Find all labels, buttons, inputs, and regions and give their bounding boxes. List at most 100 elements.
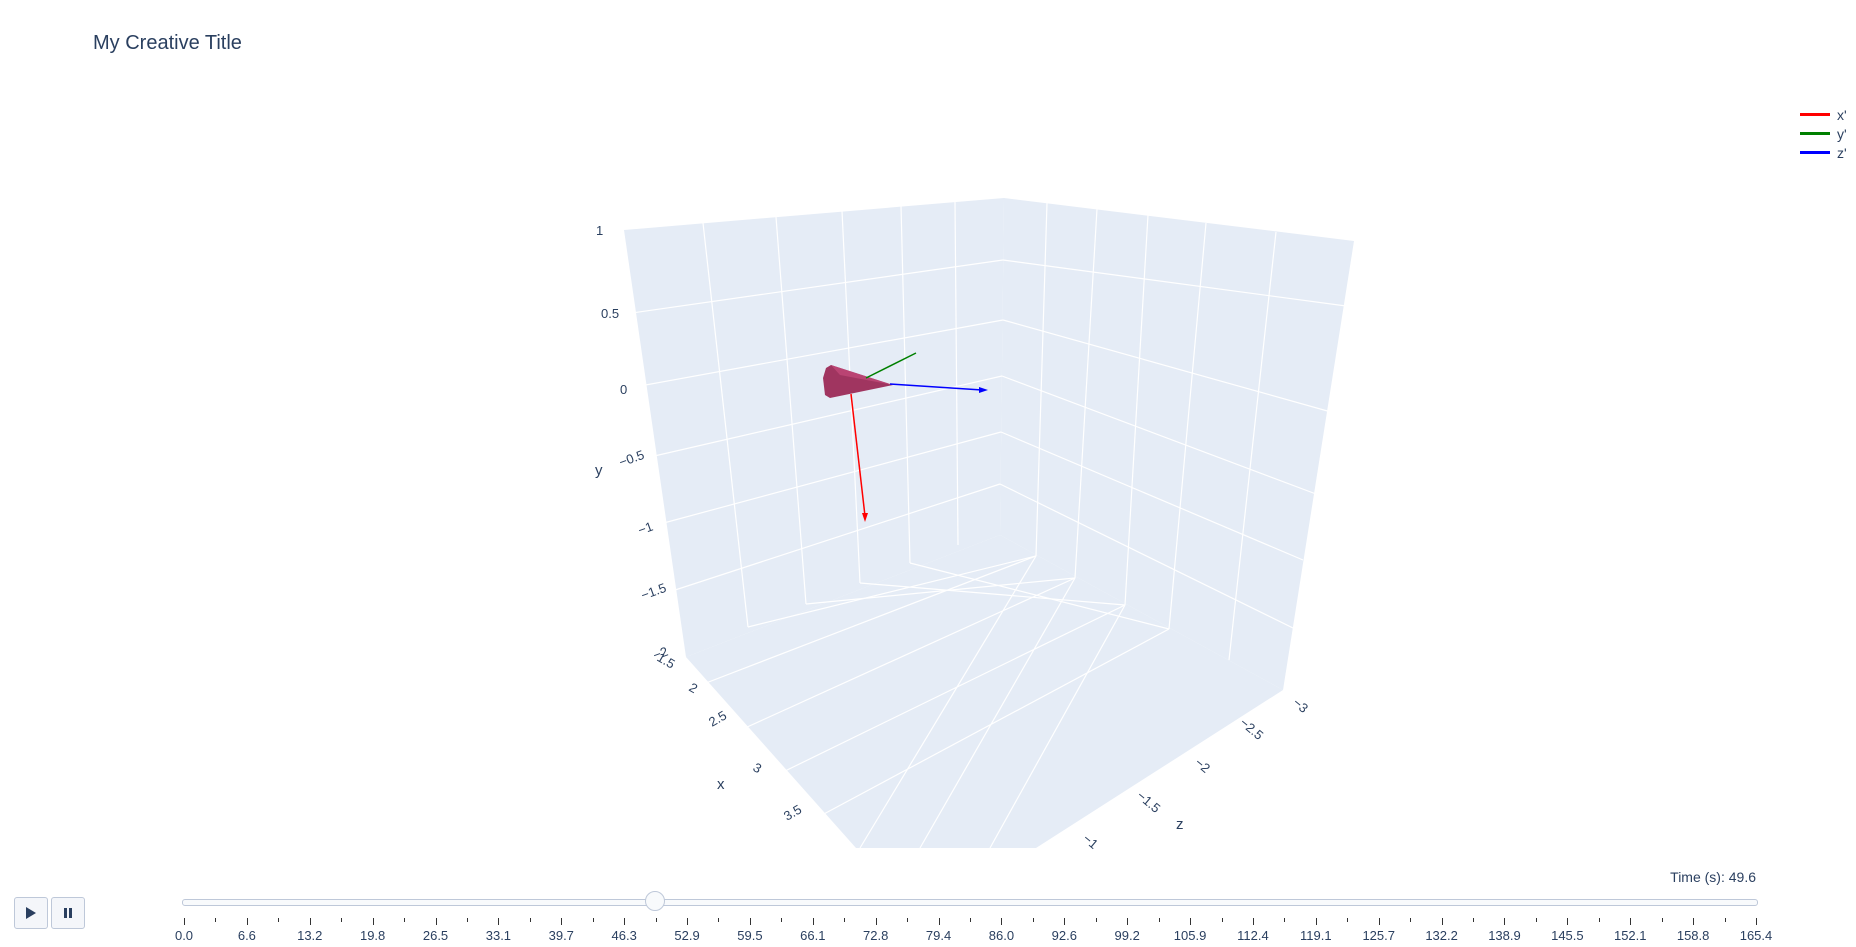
slider-current-value: Time (s): 49.6 (1670, 869, 1756, 885)
legend-item-z-prime[interactable]: z' (1800, 143, 1847, 162)
y-tick-0-5: 0.5 (601, 306, 619, 321)
x-tick-3: 3 (751, 760, 765, 777)
x-tick-2-5: 2.5 (706, 708, 729, 730)
scene-wall-right (1000, 198, 1354, 690)
slider-tick-label[interactable]: 6.6 (237, 928, 256, 943)
play-icon (26, 907, 36, 919)
slider-tick-label[interactable]: 112.4 (1237, 928, 1269, 943)
time-slider-track[interactable] (182, 899, 1758, 906)
slider-tick-label[interactable]: 39.7 (548, 928, 574, 943)
slider-tick-label[interactable]: 0.0 (174, 928, 194, 943)
play-button[interactable] (14, 897, 48, 929)
slider-minor-tick (970, 918, 971, 922)
y-tick-neg-1-5: −1.5 (639, 580, 668, 603)
slider-tick-mark (749, 918, 751, 925)
slider-minor-tick (1158, 918, 1160, 922)
slider-minor-tick (529, 918, 531, 922)
time-slider-handle[interactable] (645, 891, 666, 911)
slider-tick-mark (246, 918, 248, 925)
z-axis-title: z (1176, 816, 1184, 833)
slider-tick-label[interactable]: 105.9 (1173, 928, 1207, 943)
z-tick-neg-1: −1 (1080, 831, 1101, 850)
slider-tick-mark (1064, 918, 1066, 925)
slider-tick-label[interactable]: 33.1 (485, 928, 512, 943)
slider-tick-label[interactable]: 13.2 (297, 928, 323, 943)
legend-label-x: x' (1837, 106, 1847, 123)
slider-tick-label[interactable]: 66.1 (800, 928, 826, 943)
slider-minor-tick (844, 918, 846, 922)
slider-minor-tick (718, 918, 720, 922)
slider-tick-label[interactable]: 86.0 (988, 928, 1015, 943)
chart-title: My Creative Title (93, 32, 242, 54)
legend-label-z: z' (1837, 144, 1847, 161)
slider-minor-tick (466, 918, 468, 922)
legend: x' y' z' (1800, 105, 1847, 162)
slider-minor-tick (1221, 918, 1223, 922)
slider-minor-tick (404, 918, 406, 922)
slider-minor-tick (1661, 918, 1663, 922)
slider-tick-label[interactable]: 92.6 (1051, 928, 1077, 943)
slider-tick-mark (1001, 918, 1003, 925)
legend-item-y-prime[interactable]: y' (1800, 124, 1847, 143)
slider-tick-mark (1504, 918, 1506, 925)
slider-minor-tick (1535, 918, 1537, 922)
pause-icon (64, 908, 72, 918)
x-axis-title: x (717, 776, 725, 793)
y-tick-neg-0-5: −0.5 (617, 447, 646, 470)
slider-tick-label[interactable]: 59.5 (737, 928, 763, 943)
slider-tick-label[interactable]: 125.7 (1362, 928, 1395, 943)
slider-tick-mark (812, 918, 814, 925)
slider-tick-label[interactable]: 72.8 (863, 928, 889, 943)
z-tick-neg-1-5: −1.5 (1134, 788, 1163, 816)
x-tick-3-5: 3.5 (781, 802, 804, 824)
slider-tick-label[interactable]: 99.2 (1114, 928, 1140, 943)
slider-tick-mark (1252, 918, 1254, 925)
slider-tick-mark (309, 918, 311, 925)
slider-tick-mark (1190, 918, 1192, 925)
slider-tick-mark (435, 918, 437, 925)
slider-tick-mark (1630, 918, 1632, 925)
slider-minor-tick (1284, 918, 1286, 922)
slider-minor-tick (1032, 918, 1034, 922)
slider-tick-label[interactable]: 46.3 (611, 928, 637, 943)
y-tick-neg-2: −2 (651, 644, 670, 663)
slider-tick-mark (875, 918, 877, 925)
slider-tick-mark (372, 918, 374, 925)
slider-tick-mark (498, 918, 500, 925)
slider-tick-label[interactable]: 158.8 (1676, 928, 1710, 943)
z-tick-neg-2: −2 (1192, 755, 1213, 776)
y-tick-neg-1: −1 (636, 519, 655, 538)
slider-tick-label[interactable]: 132.2 (1425, 928, 1458, 943)
slider-minor-tick (1724, 918, 1726, 922)
slider-tick-label[interactable]: 165.4 (1739, 928, 1773, 943)
slider-minor-tick (655, 918, 657, 922)
slider-tick-mark (1567, 918, 1569, 925)
axis-arrow-y-prime (865, 352, 917, 379)
pause-button[interactable] (51, 897, 85, 929)
slider-prefix: Time (s): (1670, 869, 1729, 885)
axis-arrow-z-prime (889, 383, 988, 393)
slider-tick-mark (184, 918, 185, 925)
slider-tick-label[interactable]: 19.8 (359, 928, 386, 943)
slider-tick-label[interactable]: 145.5 (1551, 928, 1584, 943)
3d-scene[interactable]: 1 0.5 0 −0.5 −1 −1.5 −2 y 1.5 2 2.5 3 3.… (0, 0, 1856, 850)
slider-tick-mark (561, 918, 563, 925)
slider-tick-label[interactable]: 26.5 (422, 928, 449, 943)
slider-tick-mark (1693, 918, 1695, 925)
legend-item-x-prime[interactable]: x' (1800, 105, 1847, 124)
slider-minor-tick (278, 918, 280, 922)
slider-tick-label[interactable]: 119.1 (1300, 928, 1332, 943)
y-axis-title: y (595, 462, 603, 479)
y-tick-1: 1 (596, 223, 603, 238)
z-tick-neg-3: −3 (1290, 695, 1311, 716)
slider-tick-label[interactable]: 152.1 (1613, 928, 1647, 943)
slider-tick-mark (1127, 918, 1129, 925)
slider-minor-tick (1410, 918, 1412, 922)
slider-minor-tick (1473, 918, 1475, 922)
slider-minor-tick (1598, 918, 1600, 922)
slider-tick-label[interactable]: 52.9 (674, 928, 700, 943)
slider-minor-tick (1095, 918, 1097, 922)
slider-tick-label[interactable]: 79.4 (925, 928, 952, 943)
legend-line-x (1800, 113, 1830, 116)
slider-tick-label[interactable]: 138.9 (1488, 928, 1521, 943)
